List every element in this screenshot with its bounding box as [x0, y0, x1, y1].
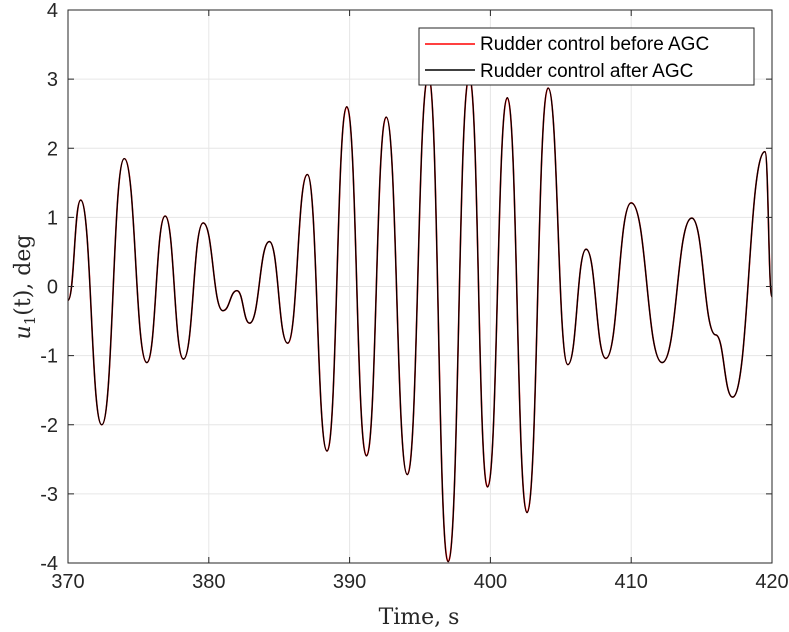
- x-tick-label: 390: [333, 571, 366, 593]
- x-tick-label: 370: [51, 571, 84, 593]
- x-tick-label: 410: [615, 571, 648, 593]
- legend-label-before: Rudder control before AGC: [480, 34, 709, 55]
- y-axis-ticks: 4 3 2 1 0 -1 -2 -3 -4: [40, 0, 772, 575]
- y-tick-label: 2: [47, 138, 58, 160]
- y-tick-label: -1: [40, 346, 58, 368]
- y-tick-label: -2: [40, 415, 58, 437]
- y-tick-label: 1: [47, 207, 58, 229]
- y-tick-label: 0: [47, 277, 58, 299]
- legend-box: [418, 27, 755, 86]
- x-tick-label: 380: [192, 571, 225, 593]
- plot-area: [68, 74, 772, 563]
- y-tick-label: 3: [47, 69, 58, 91]
- x-axis-label: Time, s: [379, 605, 460, 630]
- y-tick-label: -4: [40, 553, 58, 575]
- series-line-after-agc: [68, 75, 772, 563]
- legend-label-after: Rudder control after AGC: [480, 61, 693, 82]
- y-axis-label-subscript: 1: [21, 316, 39, 326]
- y-axis-label-rest: (t), deg: [11, 235, 36, 316]
- x-axis-ticks: 370 380 390 400 410 420: [51, 10, 789, 593]
- x-tick-label: 420: [755, 571, 788, 593]
- x-tick-label: 400: [474, 571, 507, 593]
- y-axis-label-var: u: [11, 325, 36, 339]
- y-tick-label: 4: [47, 0, 58, 22]
- y-axis-label: u1(t), deg: [11, 235, 39, 340]
- y-tick-label: -3: [40, 484, 58, 506]
- legend: Rudder control before AGC Rudder control…: [418, 27, 755, 86]
